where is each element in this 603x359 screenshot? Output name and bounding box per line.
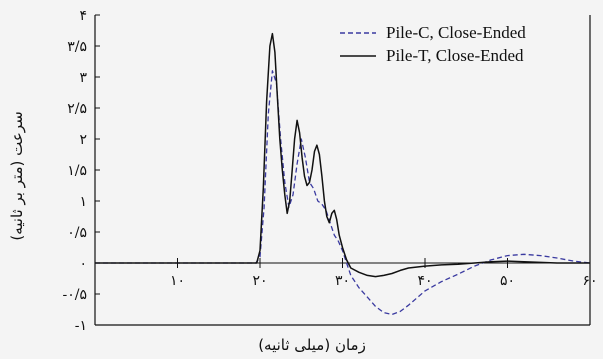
legend-label: Pile-C, Close-Ended: [386, 23, 526, 42]
y-tick-label: ۲/۵: [67, 101, 87, 117]
x-tick-label: ۴۰: [417, 273, 432, 289]
y-tick-label: -۱: [75, 318, 87, 334]
y-tick-label: ۰: [79, 256, 87, 272]
y-tick-label: ۱: [79, 194, 87, 210]
y-tick-label: ۲: [79, 132, 87, 148]
x-tick-label: ۱۰: [170, 273, 185, 289]
y-axis-ticks: -۱ -۰/۵ ۰ ۰/۵ ۱ ۱/۵ ۲ ۲/۵ ۳ ۳/۵ ۴: [63, 8, 100, 334]
x-tick-label: ۲۰: [252, 273, 267, 289]
x-axis-ticks: ۱۰ ۲۰ ۳۰ ۴۰ ۵۰ ۶۰: [170, 258, 598, 289]
y-tick-label: ۳/۵: [67, 39, 87, 55]
series-line-pile-c: [95, 70, 591, 316]
x-tick-label: ۶۰: [582, 273, 597, 289]
series-layer: [95, 32, 591, 316]
x-tick-label: ۳۰: [335, 273, 350, 289]
series-line-pile-t: [95, 32, 590, 278]
y-tick-label: -۰/۵: [63, 287, 88, 303]
y-tick-label: ۰/۵: [67, 225, 87, 241]
x-tick-label: ۵۰: [500, 273, 515, 289]
y-tick-label: ۳: [79, 70, 87, 86]
y-tick-label: ۴: [79, 8, 87, 24]
legend-label: Pile-T, Close-Ended: [386, 46, 524, 65]
x-axis-title: زمان (میلی ثانیه): [258, 336, 366, 354]
y-tick-label: ۱/۵: [67, 163, 87, 179]
y-axis-title: سرعت (متر بر ثانیه): [8, 111, 26, 240]
legend: Pile-C, Close-Ended Pile-T, Close-Ended: [340, 23, 526, 65]
